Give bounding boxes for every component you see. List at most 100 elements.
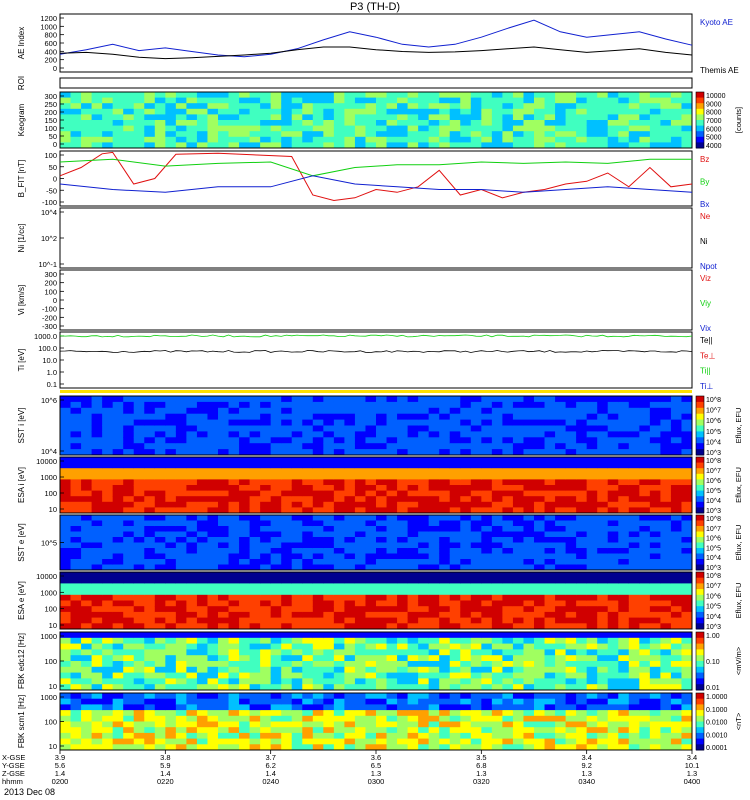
heatmap-cell	[218, 103, 230, 110]
heatmap-cell	[534, 572, 546, 579]
heatmap-cell	[639, 120, 651, 127]
heatmap-cell	[576, 548, 588, 554]
heatmap-cell	[270, 457, 282, 464]
heatmap-cell	[670, 125, 682, 132]
heatmap-cell	[618, 92, 630, 99]
heatmap-cell	[133, 594, 145, 601]
heatmap-cell	[470, 496, 482, 503]
heatmap-cell	[449, 92, 461, 99]
heatmap-cell	[81, 125, 93, 132]
heatmap-cell	[481, 103, 493, 110]
panel-9: SST e [eV] 10^510^810^710^610^510^410^3Ef…	[17, 514, 743, 572]
heatmap-cell	[470, 564, 482, 571]
colorbar-swatch	[696, 507, 704, 514]
heatmap-cell	[323, 92, 335, 99]
heatmap-cell	[228, 710, 240, 717]
heatmap-cell	[565, 507, 577, 514]
heatmap-cell	[418, 583, 430, 590]
heatmap-cell	[70, 136, 82, 143]
heatmap-cell	[186, 661, 198, 668]
heatmap-cell	[386, 425, 398, 432]
heatmap-cell	[249, 449, 261, 456]
heatmap-cell	[660, 520, 672, 527]
heatmap-cell	[628, 643, 640, 650]
heatmap-cell	[681, 468, 693, 475]
heatmap-cell	[60, 559, 72, 565]
heatmap-cell	[60, 479, 72, 486]
heatmap-cell	[439, 583, 451, 590]
heatmap-cell	[144, 632, 156, 639]
heatmap-cell	[323, 425, 335, 432]
heatmap-cell	[123, 515, 135, 521]
heatmap-cell	[196, 485, 208, 492]
heatmap-cell	[576, 666, 588, 674]
heatmap-cell	[323, 632, 335, 639]
heatmap-cell	[618, 531, 630, 538]
heatmap-cell	[607, 457, 619, 464]
heatmap-cell	[81, 501, 93, 508]
heatmap-cell	[597, 715, 609, 722]
heatmap-cell	[365, 120, 377, 127]
heatmap-cell	[302, 721, 314, 728]
heatmap-cell	[207, 142, 219, 149]
heatmap-cell	[112, 721, 124, 728]
heatmap-cell	[376, 727, 388, 734]
heatmap-cell	[523, 120, 535, 127]
heatmap-cell	[70, 655, 82, 662]
heatmap-cell	[397, 501, 409, 508]
heatmap-cell	[354, 92, 366, 99]
heatmap-cell	[639, 425, 651, 432]
heatmap-cell	[607, 623, 619, 630]
heatmap-cell	[70, 457, 82, 464]
heatmap-cell	[260, 443, 272, 450]
heatmap-cell	[323, 131, 335, 138]
heatmap-cell	[260, 531, 272, 538]
heatmap-cell	[60, 572, 72, 579]
heatmap-cell	[154, 462, 166, 469]
heatmap-cell	[312, 727, 324, 734]
heatmap-cell	[428, 485, 440, 492]
heatmap-cell	[81, 490, 93, 497]
heatmap-cell	[333, 744, 345, 751]
heatmap-cell	[291, 583, 303, 590]
heatmap-cell	[175, 727, 187, 734]
heatmap-cell	[133, 637, 145, 645]
heatmap-cell	[597, 738, 609, 745]
heatmap-cell	[133, 649, 145, 656]
heatmap-cell	[618, 125, 630, 132]
heatmap-cell	[354, 698, 366, 705]
heatmap-cell	[102, 537, 114, 543]
heatmap-cell	[344, 419, 356, 426]
heatmap-cell	[333, 637, 345, 645]
heatmap-cell	[544, 744, 556, 751]
heatmap-cell	[534, 526, 546, 532]
heatmap-cell	[470, 611, 482, 619]
heatmap-cell	[165, 490, 177, 497]
heatmap-cell	[133, 617, 145, 624]
heatmap-cell	[639, 666, 651, 674]
heatmap-cell	[239, 120, 251, 127]
heatmap-cell	[449, 704, 461, 711]
heatmap-cell	[418, 693, 430, 700]
heatmap-cell	[502, 531, 514, 538]
heatmap-cell	[460, 564, 472, 571]
heatmap-cell	[670, 136, 682, 143]
heatmap-cell	[239, 413, 251, 421]
heatmap-cell	[196, 623, 208, 630]
heatmap-cell	[407, 606, 419, 613]
heatmap-cell	[491, 515, 503, 521]
heatmap-cell	[175, 643, 187, 650]
heatmap-cell	[586, 727, 598, 734]
heatmap-cell	[407, 594, 419, 601]
heatmap-cell	[439, 515, 451, 521]
heatmap-cell	[291, 531, 303, 538]
heatmap-cell	[123, 507, 135, 514]
heatmap-cell	[418, 637, 430, 645]
x-axis: X-GSE 3.9 3.8 3.7 3.6 3.5 3.4 3.4Y-GSE 5.6 5.9 6.2…	[2, 750, 700, 786]
heatmap-cell	[354, 600, 366, 607]
heatmap-cell	[112, 611, 124, 619]
heatmap-cell	[386, 693, 398, 700]
heatmap-cell	[165, 661, 177, 668]
colorbar-tick-label: 5000	[706, 135, 722, 142]
heatmap-cell	[565, 520, 577, 527]
